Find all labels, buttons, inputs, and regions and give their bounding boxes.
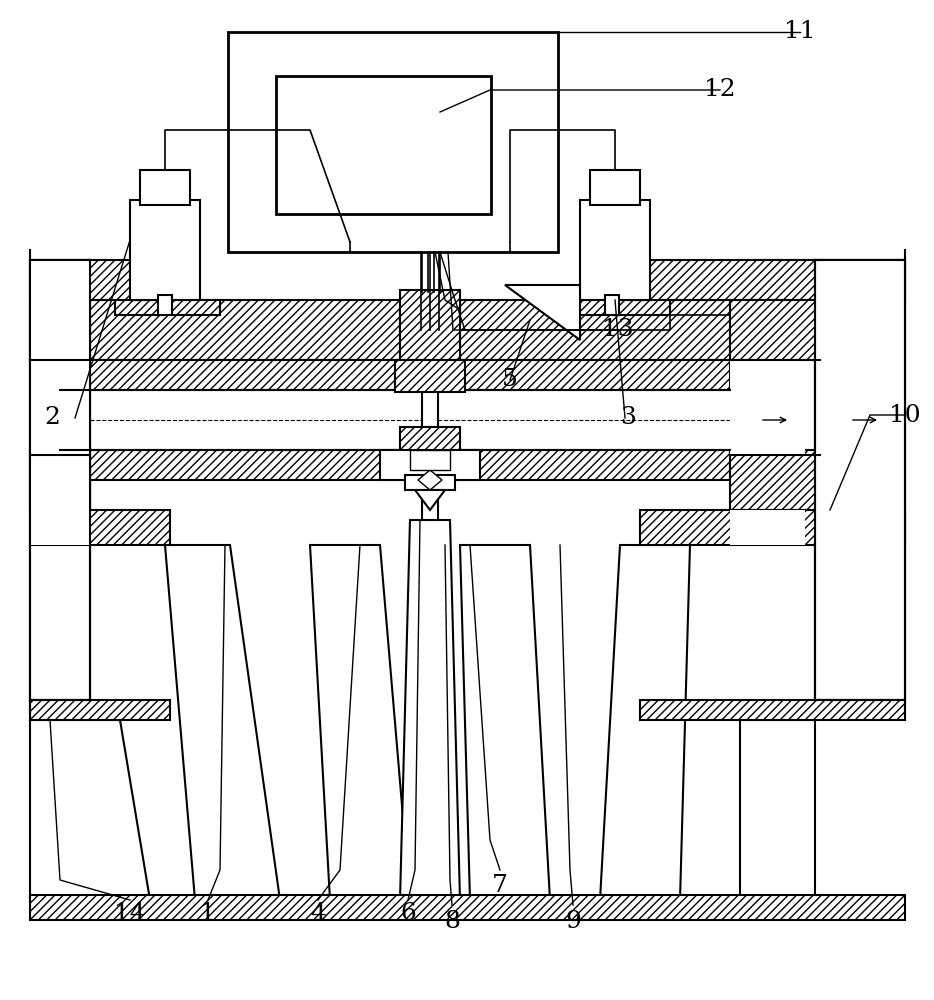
Polygon shape (505, 285, 580, 340)
Bar (820, 260, 900, 510)
Polygon shape (60, 360, 730, 390)
Text: 10: 10 (889, 403, 921, 426)
Bar (400, 290, 460, 360)
Polygon shape (815, 260, 905, 700)
Polygon shape (30, 545, 90, 700)
Bar (395, 360, 465, 392)
Bar (730, 510, 805, 545)
Bar (276, 76, 491, 214)
Text: 9: 9 (565, 910, 581, 934)
Text: 13: 13 (602, 318, 634, 342)
Text: 12: 12 (704, 79, 736, 102)
Bar (158, 295, 172, 315)
Bar (30, 260, 90, 510)
Polygon shape (740, 720, 815, 900)
Polygon shape (115, 300, 220, 315)
Polygon shape (400, 520, 460, 900)
Bar (140, 170, 190, 205)
Bar (60, 390, 730, 480)
Bar (730, 360, 805, 455)
Polygon shape (30, 300, 90, 360)
Polygon shape (30, 510, 170, 545)
Bar (400, 427, 460, 452)
Polygon shape (165, 545, 280, 900)
Bar (228, 32, 558, 252)
Polygon shape (565, 300, 670, 315)
Text: 8: 8 (444, 910, 460, 934)
Bar (605, 295, 619, 315)
Text: 4: 4 (310, 902, 326, 924)
Bar (130, 200, 200, 300)
Bar (740, 260, 815, 510)
Bar (30, 895, 905, 920)
Bar (30, 260, 90, 545)
Polygon shape (30, 720, 150, 900)
Text: 3: 3 (620, 406, 636, 430)
Polygon shape (730, 450, 820, 510)
Polygon shape (30, 260, 90, 700)
Polygon shape (60, 300, 400, 360)
Bar (580, 200, 650, 300)
Bar (405, 475, 455, 490)
Bar (380, 450, 480, 480)
Polygon shape (460, 300, 730, 360)
Text: 11: 11 (785, 20, 815, 43)
Polygon shape (30, 450, 90, 510)
Polygon shape (640, 700, 905, 720)
Bar (422, 390, 438, 520)
Polygon shape (640, 510, 905, 545)
Polygon shape (30, 260, 170, 300)
Text: 7: 7 (492, 874, 508, 896)
Bar (410, 450, 450, 470)
Text: 14: 14 (114, 902, 146, 924)
Text: 5: 5 (502, 368, 518, 391)
Polygon shape (640, 260, 905, 300)
Text: 2: 2 (44, 406, 60, 430)
Polygon shape (310, 545, 410, 900)
Polygon shape (418, 470, 442, 490)
Text: 6: 6 (400, 902, 416, 924)
Polygon shape (60, 450, 730, 480)
Text: 1: 1 (200, 902, 216, 924)
Polygon shape (30, 700, 170, 720)
Polygon shape (730, 300, 820, 360)
Bar (30, 510, 90, 545)
Bar (590, 170, 640, 205)
Bar (30, 360, 90, 455)
Polygon shape (460, 545, 550, 900)
Polygon shape (415, 490, 445, 510)
Polygon shape (600, 545, 690, 900)
Bar (815, 260, 905, 700)
